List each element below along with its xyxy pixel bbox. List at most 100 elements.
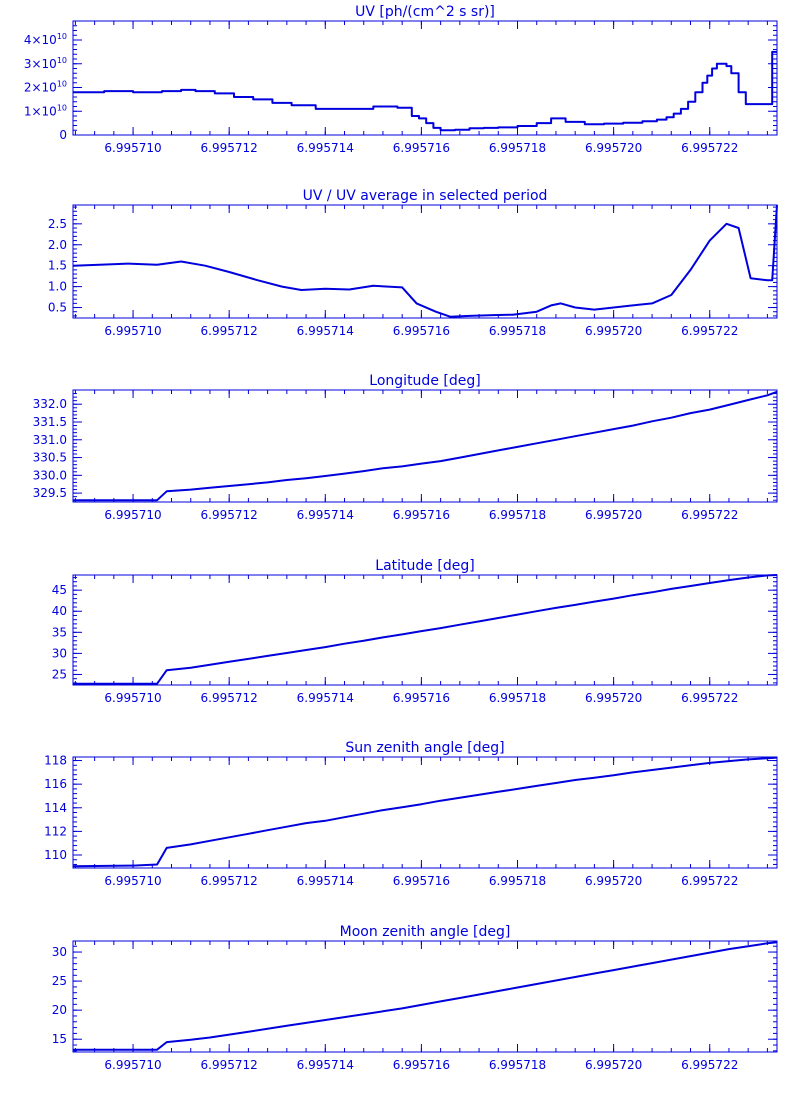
x-tick-label: 6.995722 [681,508,738,522]
plot-frame [72,389,778,503]
y-tick-label: 1×1010 [24,103,67,118]
chart-title: Longitude [deg] [369,373,480,389]
x-tick-label: 6.995722 [681,691,738,705]
y-tick-label: 40 [52,604,67,618]
x-tick-label: 6.995720 [585,1058,642,1072]
x-tick-label: 6.995720 [585,874,642,888]
x-tick-label: 6.995710 [104,324,161,338]
y-tick-exponent: 10 [57,80,67,89]
x-tick-label: 6.995716 [393,1058,450,1072]
y-tick-label: 4×1010 [24,32,67,47]
chart-title: Moon zenith angle [deg] [340,924,511,940]
y-tick-mantissa: 0 [59,128,67,142]
y-tick-label: 30 [52,945,67,959]
x-tick-label: 6.995714 [297,874,354,888]
y-tick-mantissa: 4×10 [24,33,57,47]
y-tick-label: 331.0 [33,433,67,447]
y-tick-label: 3×1010 [24,56,67,71]
x-tick-label: 6.995714 [297,508,354,522]
x-tick-label: 6.995714 [297,691,354,705]
y-tick-label: 45 [52,583,67,597]
chart-title: UV [ph/(cm^2 s sr)] [355,4,495,20]
y-tick-label: 332.0 [33,397,67,411]
x-tick-label: 6.995716 [393,508,450,522]
x-tick-label: 6.995710 [104,508,161,522]
y-tick-label: 330.0 [33,468,67,482]
y-tick-label: 2.0 [48,238,67,252]
y-tick-label: 330.5 [33,451,67,465]
y-tick-label: 0 [59,128,67,142]
x-tick-label: 6.995720 [585,324,642,338]
y-tick-exponent: 10 [57,56,67,65]
plot-frame [72,574,778,686]
panel-2: UV / UV average in selected period 6.9957… [48,188,778,338]
x-tick-label: 6.995714 [297,141,354,155]
y-tick-label: 110 [44,848,67,862]
y-tick-label: 15 [52,1032,67,1046]
x-tick-label: 6.995710 [104,874,161,888]
series-line [72,756,778,868]
x-tick-label: 6.995712 [201,691,258,705]
x-tick-label: 6.995716 [393,691,450,705]
panel-1: UV [ph/(cm^2 s sr)] 6.995710 6.995712 6.995… [24,4,778,155]
y-tick-label: 112 [44,824,67,838]
x-tick-label: 6.995718 [489,691,546,705]
x-tick-label: 6.995712 [201,508,258,522]
x-tick-label: 6.995714 [297,1058,354,1072]
chart-title: Sun zenith angle [deg] [345,740,504,756]
x-tick-label: 6.995722 [681,874,738,888]
x-tick-label: 6.995718 [489,508,546,522]
x-tick-label: 6.995712 [201,1058,258,1072]
x-tick-label: 6.995710 [104,1058,161,1072]
x-tick-label: 6.995722 [681,1058,738,1072]
plot-frame [72,940,778,1053]
x-tick-label: 6.995722 [681,141,738,155]
y-tick-label: 0.5 [48,301,67,315]
x-tick-label: 6.995716 [393,141,450,155]
x-tick-label: 6.995716 [393,324,450,338]
y-tick-label: 2×1010 [24,80,67,95]
x-tick-label: 6.995718 [489,324,546,338]
panel-4: Latitude [deg] 6.995710 6.995712 6.995714 6.… [52,558,778,705]
chart-title: UV / UV average in selected period [303,188,548,204]
y-tick-mantissa: 1×10 [24,104,57,118]
x-tick-label: 6.995718 [489,874,546,888]
y-tick-label: 331.5 [33,415,67,429]
series-line [73,390,778,502]
plot-frame [72,756,778,869]
x-tick-label: 6.995714 [297,324,354,338]
y-tick-label: 30 [52,646,67,660]
series-line [72,204,778,318]
y-tick-label: 2.5 [48,217,67,231]
x-tick-label: 6.995718 [489,141,546,155]
x-tick-label: 6.995718 [489,1058,546,1072]
series-line [73,50,777,132]
y-tick-label: 1.5 [48,259,67,273]
x-tick-label: 6.995710 [104,691,161,705]
panel-3: Longitude [deg] 6.995710 6.995712 6.995714 6… [33,373,778,522]
chart-title: Latitude [deg] [375,558,474,574]
x-tick-label: 6.995720 [585,508,642,522]
y-tick-exponent: 10 [57,103,67,112]
y-tick-mantissa: 3×10 [24,57,57,71]
panel-6: Moon zenith angle [deg] 6.995710 6.995712 6… [52,924,778,1072]
y-tick-label: 25 [52,974,67,988]
y-tick-exponent: 10 [57,32,67,41]
y-tick-label: 20 [52,1003,67,1017]
x-tick-label: 6.995712 [201,324,258,338]
panel-5: Sun zenith angle [deg] 6.995710 6.995712 6.… [44,740,778,888]
y-tick-label: 118 [44,754,67,768]
y-tick-label: 1.0 [48,280,67,294]
x-tick-label: 6.995720 [585,141,642,155]
y-tick-label: 329.5 [33,486,67,500]
y-tick-mantissa: 2×10 [24,81,57,95]
x-tick-label: 6.995710 [104,141,161,155]
y-tick-label: 114 [44,801,67,815]
x-tick-label: 6.995722 [681,324,738,338]
x-tick-label: 6.995712 [201,141,258,155]
y-tick-label: 25 [52,667,67,681]
series-line [73,941,778,1051]
x-tick-label: 6.995720 [585,691,642,705]
x-tick-label: 6.995712 [201,874,258,888]
